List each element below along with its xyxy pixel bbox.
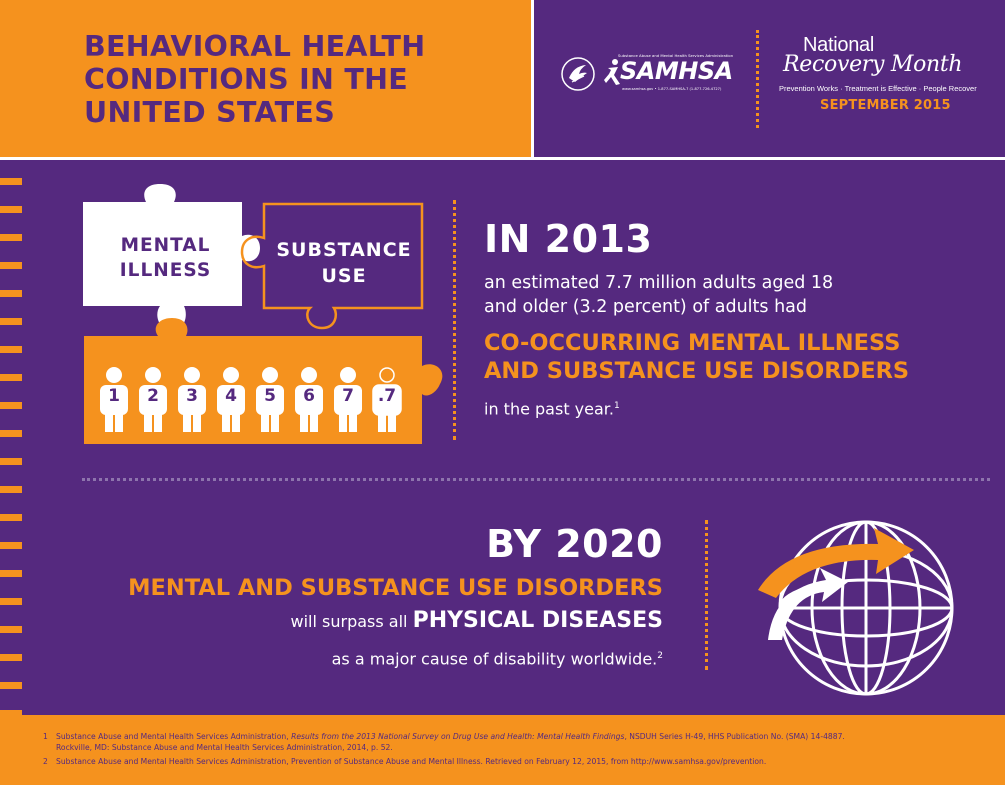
stat-2020-line-2-big: PHYSICAL DISEASES [412,608,663,633]
stat-2020-line-2-pre: will surpass all [290,612,413,631]
person-6: 6 [291,366,327,432]
stat-2013-line-1: an estimated 7.7 million adults aged 18 [484,273,834,293]
person-icon [217,367,245,432]
samhsa-logo: Substance Abuse and Mental Health Servic… [604,53,734,98]
notebook-ribbon [0,0,22,785]
mental-illness-label: MENTAL ILLNESS [88,233,243,283]
section-separator-vertical-1 [453,200,456,440]
stat-2020-line-2: will surpass all PHYSICAL DISEASES [150,608,663,633]
person-icon [178,367,206,432]
person-3: 3 [174,366,210,432]
header-bottom-rule [0,157,1005,160]
header-title-panel: BEHAVIORAL HEALTH CONDITIONS IN THE UNIT… [0,0,531,157]
footnote-1-number: 1 [43,732,48,741]
recovery-month-name: Recovery Month [783,52,963,77]
footnote-1-post: , NSDUH Series H-49, HHS Publication No.… [624,732,845,741]
substance-use-piece [240,202,424,330]
stat-2013-tail: in the past year.1 [484,395,620,420]
person-4: 4 [213,366,249,432]
person-icon [100,367,128,432]
person-icon [256,367,284,432]
samhsa-contact: www.samhsa.gov • 1-877-SAMHSA-7 (1-877-7… [622,87,722,91]
recovery-month-national: National [803,34,874,56]
mental-illness-line-1: MENTAL [120,235,211,256]
page-title: BEHAVIORAL HEALTH CONDITIONS IN THE UNIT… [84,30,425,129]
footnotes-panel [0,715,1005,785]
footnote-2: 2 Substance Abuse and Mental Health Servi… [43,756,983,767]
hhs-eagle-icon [561,57,595,91]
footnote-2-text: Substance Abuse and Mental Health Servic… [56,757,767,766]
person-7: 7 [330,366,366,432]
person-number: 3 [186,386,198,406]
person-number: 5 [264,386,276,406]
footnote-1-line-2: Rockville, MD: Substance Abuse and Menta… [56,743,393,752]
footnote-1: 1 Substance Abuse and Mental Health Servi… [43,731,983,753]
person-icon [334,367,362,432]
stat-2013-highlight-1: CO-OCCURRING MENTAL ILLNESS [484,330,901,356]
stat-2013-highlight-2: AND SUBSTANCE USE DISORDERS [484,358,910,384]
person-1: 1 [96,366,132,432]
footnote-1-italic: Results from the 2013 National Survey on… [291,732,625,741]
person-number: 7 [342,386,354,406]
substance-use-label: SUBSTANCE USE [264,237,424,289]
stat-2013-heading: IN 2013 [484,217,653,261]
page-title-line-3: UNITED STATES [84,96,336,129]
person-icon [295,367,323,432]
recovery-month-date: SEPTEMBER 2015 [820,98,951,113]
section-separator-horizontal [82,478,990,481]
footnote-ref-1: 1 [613,401,620,411]
samhsa-runner-icon [604,59,620,85]
footnote-2-number: 2 [43,757,48,766]
stat-2020-highlight: MENTAL AND SUBSTANCE USE DISORDERS [128,575,663,601]
person-number: 1 [108,386,120,406]
person-number: 2 [147,386,159,406]
substance-use-line-1: SUBSTANCE [276,239,412,261]
samhsa-tagline: Substance Abuse and Mental Health Servic… [618,53,734,58]
header-divider [531,0,534,157]
substance-use-line-2: USE [321,265,367,287]
recovery-month-logo: National Recovery Month Prevention Works… [779,34,999,124]
person-partial: .7 [369,366,405,432]
section-separator-vertical-2 [705,520,708,670]
stat-2020-heading: BY 2020 [486,522,663,566]
people-row: 1 2 3 4 5 6 7 .7 [96,344,416,436]
person-icon [372,367,402,432]
person-number: .7 [377,386,397,406]
stat-2020-line-3: as a major cause of disability worldwide… [150,645,663,670]
footnote-1-line-1: 1 Substance Abuse and Mental Health Servi… [43,731,983,742]
person-5: 5 [252,366,288,432]
page-title-line-1: BEHAVIORAL HEALTH [84,30,426,63]
stat-2013-tail-text: in the past year. [484,399,614,419]
globe-icon [758,520,954,696]
header-logo-panel: Substance Abuse and Mental Health Servic… [534,0,1005,157]
person-icon [139,367,167,432]
person-2: 2 [135,366,171,432]
person-number: 4 [225,386,237,406]
footnote-ref-2: 2 [657,651,663,661]
footnote-1-pre: Substance Abuse and Mental Health Servic… [56,732,292,741]
samhsa-name: SAMHSA [620,57,733,85]
page-title-line-2: CONDITIONS IN THE [84,63,409,96]
stat-2013-line-2: and older (3.2 percent) of adults had [484,297,808,317]
mental-illness-line-2: ILLNESS [119,260,212,281]
person-number: 6 [303,386,315,406]
mental-illness-piece [83,184,260,330]
recovery-month-tagline: Prevention Works · Treatment is Effectiv… [779,84,977,93]
logo-separator [756,30,759,128]
stat-2020-line-3-text: as a major cause of disability worldwide… [331,649,658,669]
